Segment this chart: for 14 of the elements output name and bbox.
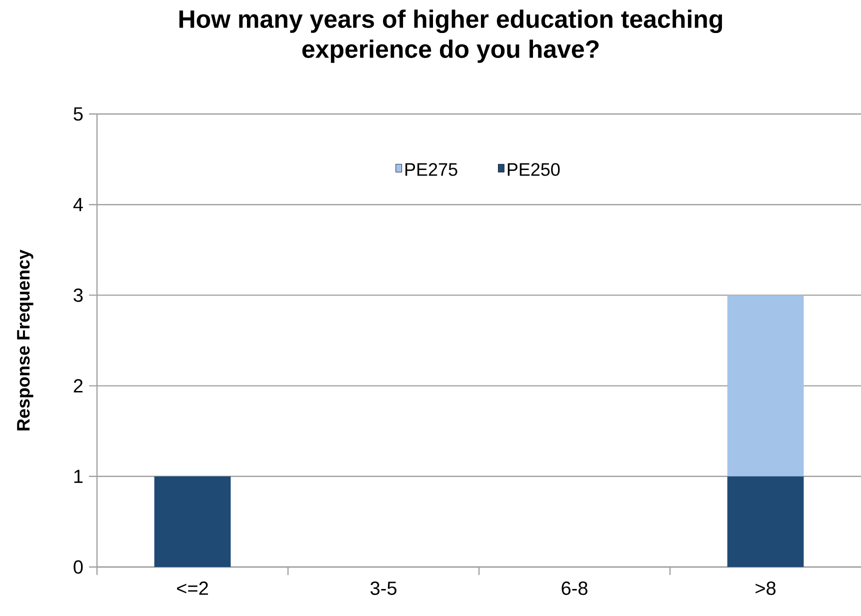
x-tick-label: <=2	[177, 582, 208, 595]
x-tick-label: >8	[756, 582, 776, 595]
y-tick-label: 1	[74, 470, 83, 483]
x-tick-label: 3-5	[370, 582, 396, 595]
y-tick-label: 0	[74, 560, 83, 574]
y-tick-label: 3	[74, 288, 83, 302]
chart-title: How many years of higher education teaching experience do you have?	[179, 10, 722, 63]
y-tick-label: 4	[73, 198, 83, 212]
y-tick-label: 2	[74, 379, 83, 392]
y-tick-label: 5	[74, 107, 83, 121]
x-tick-label: 6-8	[562, 582, 588, 595]
legend-label: PE250	[508, 163, 560, 176]
y-axis-title: Response Frequency	[17, 250, 34, 430]
legend-label: PE275	[405, 163, 458, 176]
